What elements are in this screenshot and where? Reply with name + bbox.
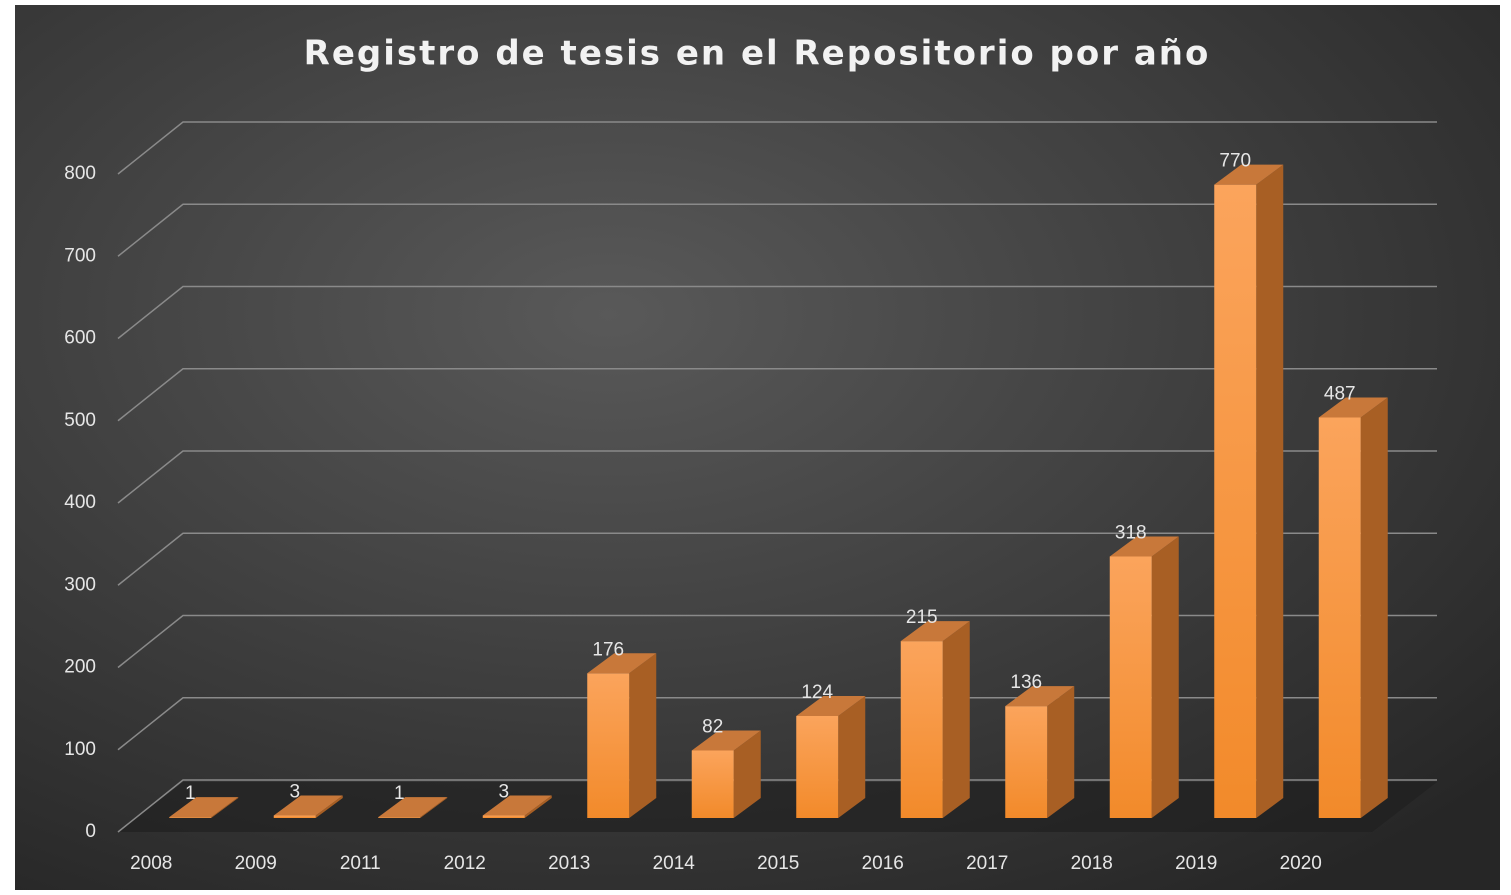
bar <box>482 795 552 818</box>
bar-side <box>420 797 448 818</box>
x-tick-label: 2019 <box>1175 853 1217 874</box>
bar-front <box>900 641 943 818</box>
grid-line <box>117 614 1437 669</box>
y-tick-label: 0 <box>85 821 96 842</box>
bar <box>169 797 239 818</box>
grid-line <box>117 368 1437 422</box>
x-tick-label: 2014 <box>653 853 696 874</box>
x-tick-label: 2020 <box>1280 853 1322 874</box>
y-tick-label: 700 <box>64 245 96 266</box>
bar-top <box>169 797 239 818</box>
x-tick-label: 2018 <box>1071 853 1113 874</box>
bar-top <box>796 696 866 717</box>
floor <box>118 782 1437 832</box>
value-label: 176 <box>592 639 624 660</box>
bar-top <box>1214 164 1284 185</box>
x-tick-label: 2015 <box>757 853 799 874</box>
bar-front <box>1214 184 1257 819</box>
grid-line <box>117 203 1437 257</box>
bar-front <box>378 817 421 818</box>
y-tick-label: 300 <box>64 574 96 595</box>
x-tick-label: 2009 <box>235 853 277 874</box>
bar <box>378 797 448 818</box>
bar-front <box>273 815 316 818</box>
grid-line <box>117 450 1437 504</box>
grid-line <box>117 121 1437 175</box>
bar <box>796 696 866 818</box>
x-tick-label: 2011 <box>340 853 381 874</box>
bar-side <box>838 696 866 818</box>
bar-top <box>587 653 657 674</box>
bar-side <box>942 621 970 818</box>
bar-front <box>1109 556 1152 818</box>
bar-top <box>1005 686 1075 707</box>
bar-side <box>629 653 657 818</box>
bar <box>691 730 761 818</box>
bar-top <box>482 795 552 816</box>
y-tick-label: 600 <box>64 328 96 349</box>
bar-top <box>691 730 761 751</box>
bar-top <box>378 797 448 818</box>
bar-side <box>1047 686 1075 818</box>
bar-front <box>691 750 734 818</box>
bar-side <box>211 797 239 818</box>
bar-side <box>1151 536 1179 818</box>
bar <box>1214 164 1284 819</box>
bar-side <box>1360 397 1388 818</box>
bar-front <box>1005 706 1048 818</box>
value-label: 215 <box>906 607 938 628</box>
bar <box>587 653 657 818</box>
value-label: 1 <box>394 783 405 804</box>
value-label: 3 <box>289 782 300 803</box>
bar <box>1318 397 1388 818</box>
x-tick-label: 2017 <box>966 853 1008 874</box>
y-tick-label: 800 <box>64 163 96 184</box>
value-label: 318 <box>1115 522 1147 543</box>
bar-side <box>733 730 761 818</box>
bar-front <box>482 815 525 818</box>
value-label: 487 <box>1324 383 1356 404</box>
bar <box>1109 536 1179 818</box>
bar-front <box>169 817 212 818</box>
bar-top <box>273 795 343 816</box>
y-tick-label: 400 <box>64 492 96 513</box>
bar <box>1005 686 1075 818</box>
bar-side <box>1256 164 1284 819</box>
bar-top <box>1109 536 1179 557</box>
bar <box>900 621 970 818</box>
bar-top <box>900 621 970 642</box>
value-label: 770 <box>1219 151 1251 172</box>
y-tick-label: 100 <box>64 739 96 760</box>
x-tick-label: 2013 <box>548 853 590 874</box>
grid-line <box>117 285 1437 340</box>
bar-front <box>796 716 839 818</box>
chart-title: Registro de tesis en el Repositorio por … <box>304 34 1211 74</box>
y-tick-label: 500 <box>64 410 96 431</box>
bar-side <box>315 795 343 818</box>
value-label: 3 <box>498 782 509 803</box>
bar-front <box>587 673 630 818</box>
value-label: 124 <box>801 682 833 703</box>
x-tick-label: 2012 <box>444 853 486 874</box>
bar-front <box>1318 417 1361 818</box>
value-label: 136 <box>1010 672 1042 693</box>
bar-top <box>1318 397 1388 418</box>
value-label: 82 <box>702 717 723 738</box>
x-tick-label: 2016 <box>862 853 904 874</box>
x-tick-label: 2008 <box>130 853 172 874</box>
bar <box>273 795 343 818</box>
grid-line <box>117 532 1437 586</box>
value-label: 1 <box>185 783 196 804</box>
bar-side <box>524 795 552 818</box>
y-tick-label: 200 <box>64 657 96 678</box>
